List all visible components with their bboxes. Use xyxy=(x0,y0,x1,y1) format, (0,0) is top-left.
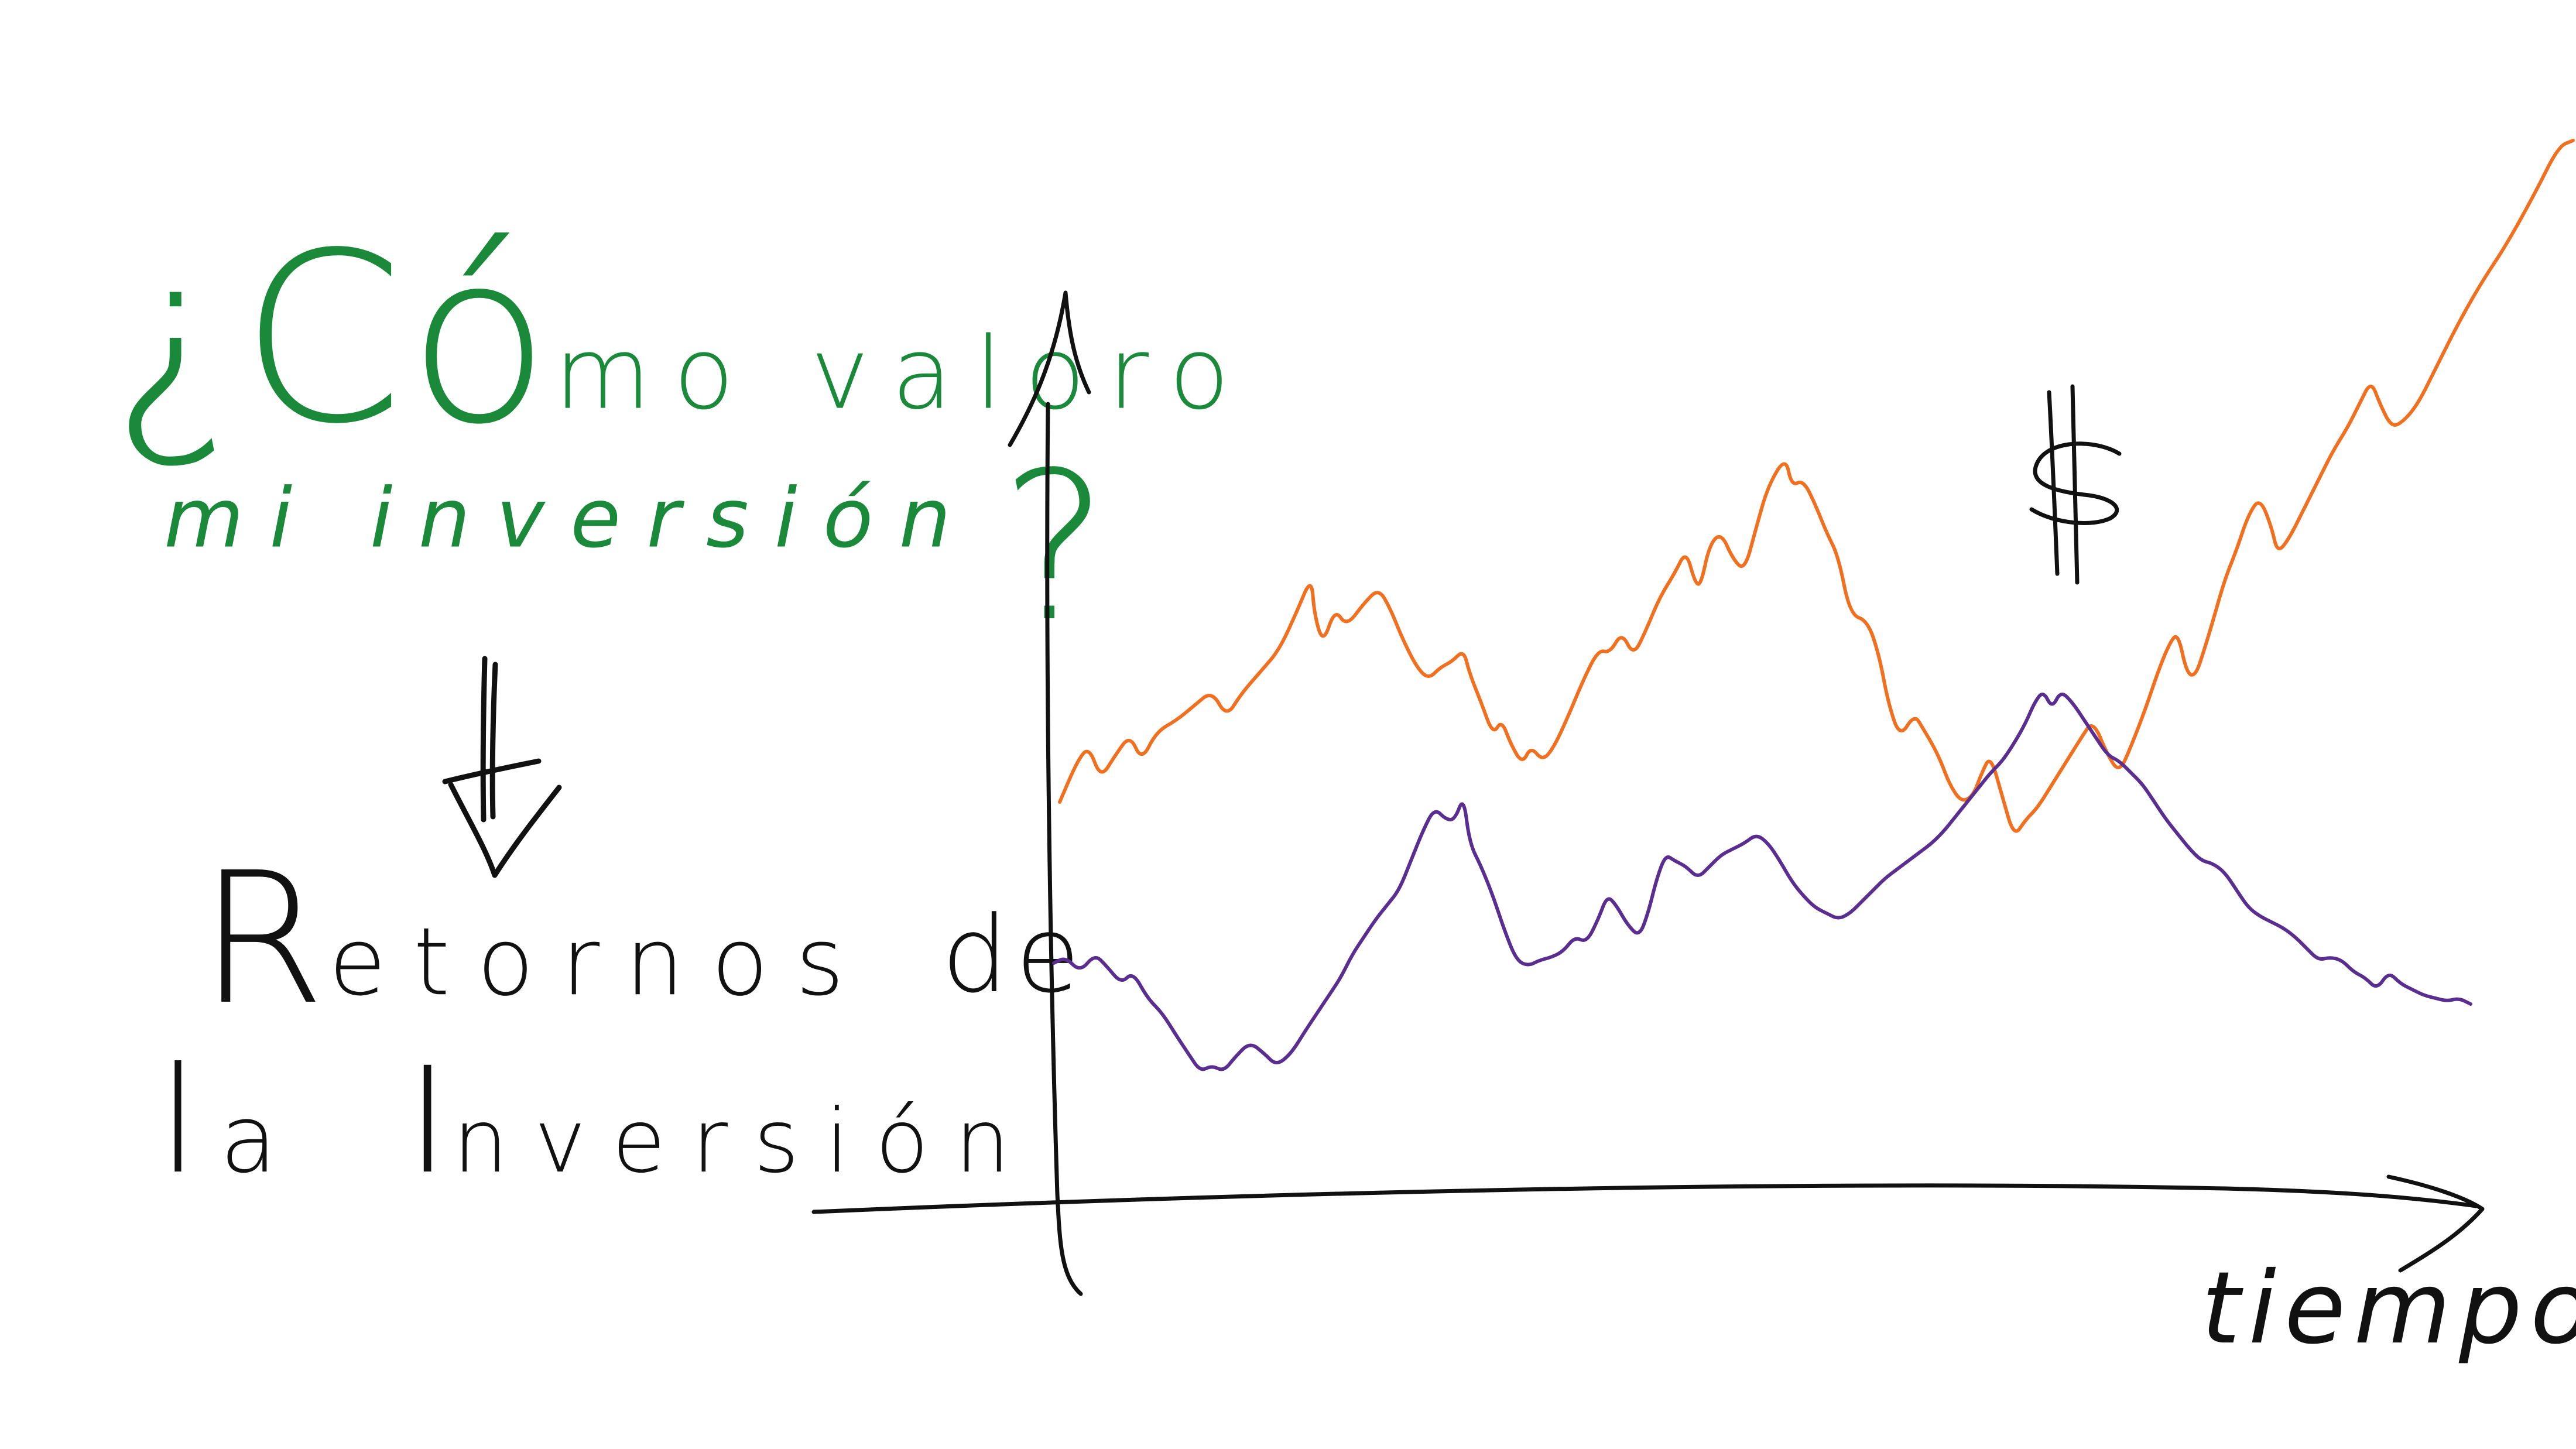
question-line-1-rest: mo valoro xyxy=(554,316,1252,432)
dollar-s xyxy=(2029,441,2122,525)
answer-line-2: l a Inversión xyxy=(158,1048,1036,1194)
question-line-2-text: mi inversión xyxy=(164,471,977,567)
answer-line-2-inv-rest: nversión xyxy=(453,1091,1036,1193)
answer-line-1: Retornos de xyxy=(199,849,1087,1030)
y-axis xyxy=(1045,402,1083,1296)
answer-line-2-inv-big: I xyxy=(406,1036,453,1206)
question-line-2: mi inversión? xyxy=(164,445,1109,650)
question-line-1-big: ¿Có xyxy=(111,203,554,475)
answer-line-1-rest: etornos xyxy=(328,907,872,1017)
x-axis xyxy=(811,1183,2479,1214)
x-axis-arrowhead xyxy=(2386,1174,2485,1273)
answer-line-2-l: l xyxy=(158,1036,203,1206)
question-mark: ? xyxy=(1000,428,1109,667)
dollar-bar-2 xyxy=(2070,384,2080,585)
answer-line-2-a: a xyxy=(220,1084,301,1194)
series-line-orange xyxy=(1058,139,2575,833)
series-line-purple xyxy=(1052,693,2472,1071)
dollar-bar-1 xyxy=(2047,390,2060,576)
x-axis-label: tiempo xyxy=(2201,1251,2576,1366)
answer-line-1-de: de xyxy=(941,894,1088,1016)
answer-line-1-big: R xyxy=(199,834,329,1045)
y-axis-arrowhead xyxy=(1008,290,1091,447)
question-line-1: ¿Cómo valoro xyxy=(111,222,1252,457)
